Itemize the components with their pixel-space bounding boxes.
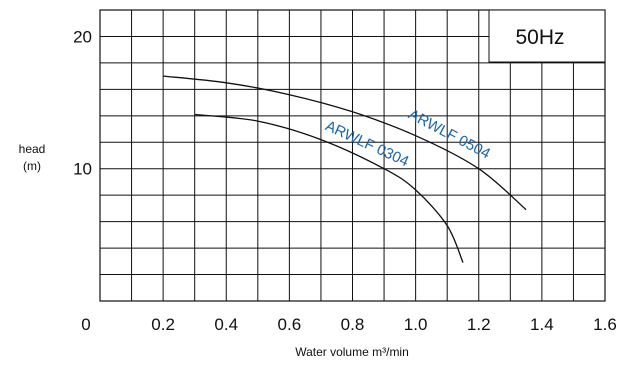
- y-axis-label: head: [19, 142, 46, 156]
- series-lines: [163, 75, 527, 263]
- x-tick-label: 0.2: [151, 315, 175, 334]
- y-tick-label: 20: [73, 27, 92, 46]
- y-axis-unit: (m): [23, 159, 41, 173]
- x-tick-label: 1.4: [530, 315, 554, 334]
- x-tick-label: 1.0: [404, 315, 428, 334]
- x-tick-label: 0.4: [214, 315, 238, 334]
- x-tick-label: 0.8: [341, 315, 365, 334]
- series-line: [163, 75, 527, 211]
- x-tick-labels: 0 0.2 0.4 0.6 0.8 1.0 1.2 1.4 1.6: [81, 315, 617, 334]
- y-tick-label: 10: [73, 160, 92, 179]
- y-tick-labels: 10 20: [73, 27, 92, 178]
- x-tick-label: 0.6: [278, 315, 302, 334]
- frequency-annotation: 50Hz: [515, 26, 564, 49]
- series-label: ARWLF 0304: [323, 117, 412, 170]
- annotation-box: [488, 9, 606, 63]
- series-label: ARWLF 0504: [406, 106, 493, 163]
- x-axis-label: Water volume m³/min: [295, 345, 409, 359]
- series-line: [194, 113, 464, 263]
- x-tick-label: 0: [81, 315, 90, 334]
- grid: [100, 10, 605, 301]
- x-tick-label: 1.2: [467, 315, 491, 334]
- x-tick-label: 1.6: [593, 315, 617, 334]
- plot-frame: [99, 9, 606, 302]
